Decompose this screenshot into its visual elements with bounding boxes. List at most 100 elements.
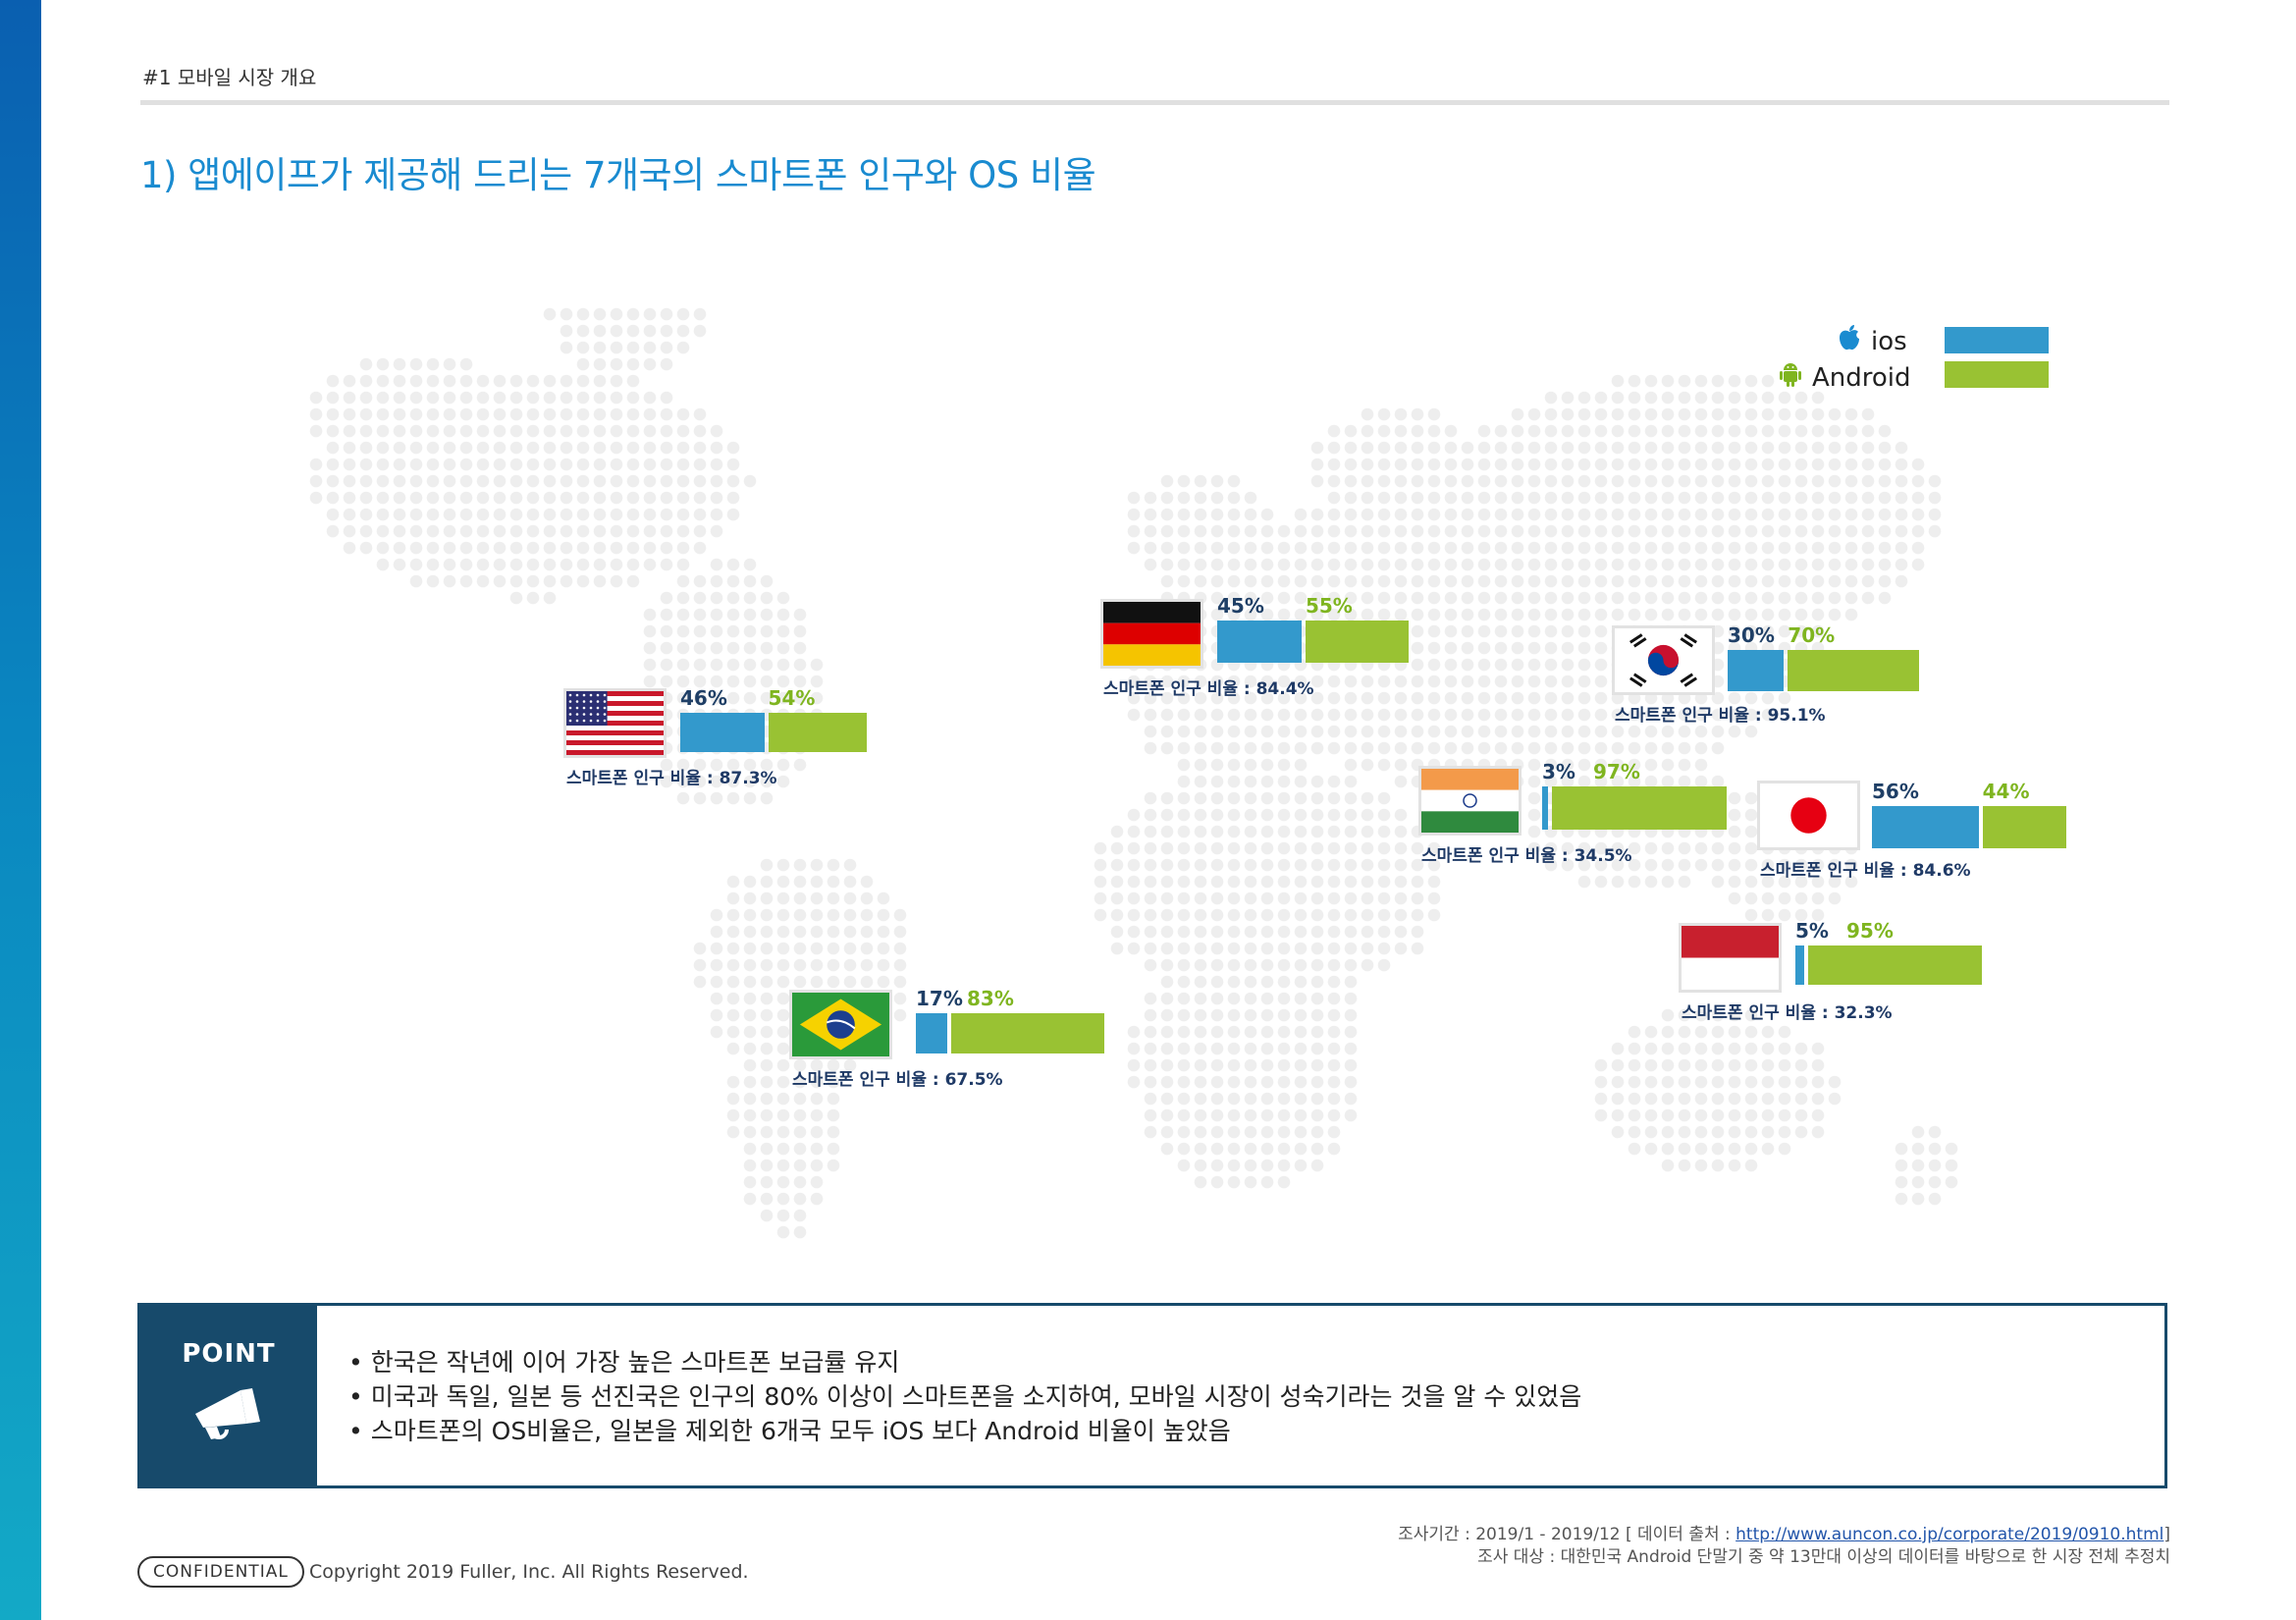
map-dot: [1644, 1025, 1658, 1039]
map-dot: [1895, 524, 1908, 538]
brazil-flag-icon: [789, 990, 892, 1059]
map-dot: [1577, 758, 1591, 772]
map-dot: [526, 458, 540, 471]
map-dot: [1144, 1125, 1157, 1139]
map-dot: [1194, 1175, 1207, 1189]
map-dot: [1361, 407, 1374, 421]
map-dot: [1127, 942, 1141, 955]
map-dot: [1744, 725, 1758, 738]
map-dot: [810, 658, 824, 672]
map-dot: [359, 391, 373, 405]
map-dot: [1611, 374, 1625, 388]
map-dot: [493, 541, 507, 555]
map-dot: [1728, 791, 1741, 805]
map-dot: [426, 524, 440, 538]
map-dot: [1477, 541, 1491, 555]
map-dot: [359, 441, 373, 455]
map-dot: [1177, 558, 1191, 571]
map-dot: [426, 574, 440, 588]
map-dot: [393, 391, 406, 405]
map-dot: [309, 407, 323, 421]
map-dot: [576, 558, 590, 571]
map-dot: [660, 391, 673, 405]
map-dot: [1477, 608, 1491, 621]
map-dot: [1127, 1042, 1141, 1055]
map-dot: [1444, 658, 1458, 672]
map-dot: [1227, 725, 1241, 738]
map-dot: [760, 775, 774, 788]
map-dot: [1227, 775, 1241, 788]
map-dot: [1177, 1058, 1191, 1072]
map-dot: [1744, 708, 1758, 722]
map-dot: [1678, 458, 1691, 471]
map-dot: [1260, 808, 1274, 822]
map-dot: [1477, 458, 1491, 471]
map-dot: [1361, 725, 1374, 738]
map-dot: [1361, 474, 1374, 488]
map-dot: [1744, 875, 1758, 889]
map-dot: [1210, 541, 1224, 555]
map-dot: [860, 975, 874, 989]
map-dot: [1728, 1075, 1741, 1089]
map-dot: [1194, 1058, 1207, 1072]
map-dot: [343, 541, 356, 555]
map-dot: [1427, 691, 1441, 705]
map-dot: [1561, 508, 1575, 521]
map-dot: [1177, 1025, 1191, 1039]
map-dot: [1628, 1025, 1641, 1039]
map-dot: [1711, 1142, 1725, 1156]
map-dot: [1761, 524, 1775, 538]
map-dot: [1778, 391, 1791, 405]
map-dot: [459, 374, 473, 388]
map-dot: [776, 624, 790, 638]
map-dot: [543, 474, 557, 488]
map-dot: [1811, 474, 1825, 488]
map-dot: [776, 1225, 790, 1239]
map-dot: [1244, 608, 1257, 621]
map-dot: [1394, 558, 1408, 571]
map-dot: [560, 541, 573, 555]
map-dot: [1611, 725, 1625, 738]
map-dot: [743, 908, 757, 922]
map-dot: [1811, 524, 1825, 538]
source-link[interactable]: http://www.auncon.co.jp/corporate/2019/0…: [1735, 1525, 2164, 1544]
source-prefix: 조사기간 : 2019/1 - 2019/12 [ 데이터 출처 :: [1398, 1525, 1736, 1544]
map-dot: [1294, 725, 1308, 738]
map-dot: [1260, 608, 1274, 621]
map-dot: [1310, 875, 1324, 889]
map-dot: [359, 524, 373, 538]
map-dot: [1144, 524, 1157, 538]
map-dot: [1811, 424, 1825, 438]
map-dot: [1744, 1075, 1758, 1089]
map-dot: [1778, 1058, 1791, 1072]
map-dot: [1544, 691, 1558, 705]
map-dot: [1194, 841, 1207, 855]
map-dot: [1377, 574, 1391, 588]
map-dot: [1194, 942, 1207, 955]
map-dot: [1828, 858, 1842, 872]
map-dot: [1444, 574, 1458, 588]
map-dot: [1461, 641, 1474, 655]
map-dot: [1310, 908, 1324, 922]
map-dot: [560, 474, 573, 488]
map-dot: [760, 1092, 774, 1106]
map-dot: [1811, 558, 1825, 571]
map-dot: [1444, 591, 1458, 605]
map-dot: [1811, 508, 1825, 521]
map-dot: [1861, 558, 1875, 571]
map-dot: [1277, 558, 1291, 571]
map-dot: [1327, 992, 1341, 1005]
point-title: POINT: [182, 1339, 276, 1369]
map-dot: [1527, 441, 1541, 455]
map-dot: [359, 374, 373, 388]
map-dot: [560, 374, 573, 388]
map-dot: [710, 958, 723, 972]
map-dot: [1210, 791, 1224, 805]
map-dot: [760, 908, 774, 922]
map-dot: [626, 558, 640, 571]
map-dot: [1811, 891, 1825, 905]
map-dot: [693, 641, 707, 655]
map-dot: [1377, 458, 1391, 471]
map-dot: [1194, 558, 1207, 571]
map-dot: [1260, 1058, 1274, 1072]
